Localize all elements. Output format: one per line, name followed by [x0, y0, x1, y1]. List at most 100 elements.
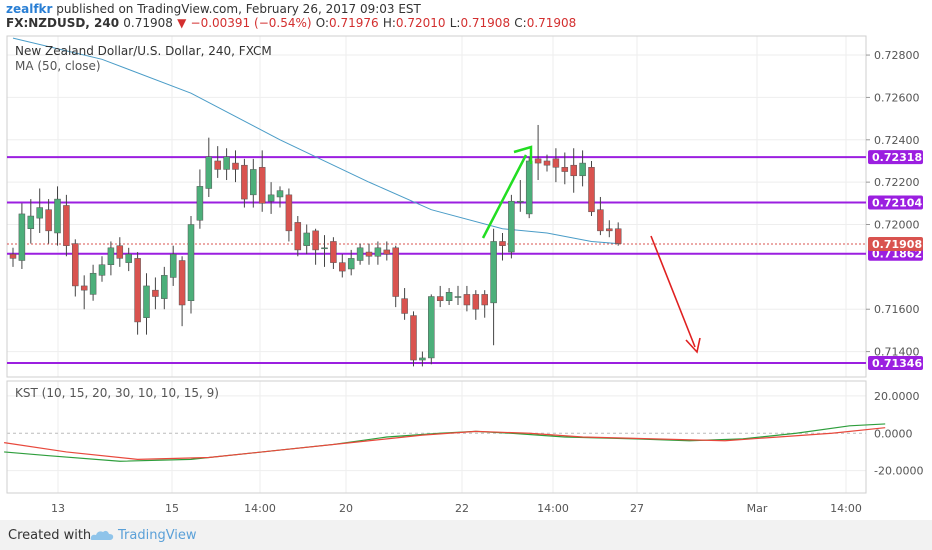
candle-body [481, 294, 488, 306]
candle-body [45, 209, 52, 232]
x-tick-label: 15 [165, 502, 179, 515]
candle-body [196, 186, 204, 221]
kst-y-tick-label: -20.0000 [874, 465, 923, 478]
candle-body [303, 232, 310, 246]
candle-body [597, 209, 604, 232]
candle-body [312, 230, 319, 251]
green-arrow-head [513, 145, 533, 164]
kst-pane-border [6, 380, 867, 494]
candle-body [552, 158, 560, 168]
x-tick-label: 14:00 [830, 502, 862, 515]
down-triangle-icon: ▼ [177, 16, 187, 30]
red-arrow-shaft [650, 235, 696, 348]
candle-body [454, 296, 462, 298]
candle-body [508, 200, 515, 253]
candle-body [125, 253, 132, 263]
footer: Created with TradingView [0, 520, 932, 550]
tradingview-brand[interactable]: TradingView [118, 528, 197, 543]
candle-body [321, 247, 328, 250]
kst-signal-line [4, 427, 886, 461]
candle-body [267, 194, 275, 202]
candle-body [214, 160, 221, 170]
candle-body [152, 289, 159, 297]
candle-body [463, 294, 471, 306]
price-change: −0.00391 (−0.54%) [190, 16, 312, 30]
author-link[interactable]: zealfkr [6, 2, 53, 16]
candle-body [606, 228, 613, 232]
candle-body [445, 292, 453, 302]
close-value: 0.71908 [526, 16, 577, 30]
candle-body [232, 162, 239, 170]
open-value: 0.71976 [329, 16, 379, 30]
candle-body [27, 215, 35, 229]
x-tick-label: 14:00 [537, 502, 569, 515]
main-pane-border [6, 35, 867, 378]
candle-body [169, 253, 177, 278]
candle-body [410, 315, 417, 361]
y-tick-label: 0.71400 [874, 346, 920, 359]
chart-header: zealfkr published on TradingView.com, Fe… [6, 2, 576, 30]
candle-body [54, 198, 61, 234]
candle-body [116, 245, 124, 259]
ma-layer [12, 37, 619, 245]
candle-body [588, 167, 595, 213]
x-tick-label: Mar [747, 502, 768, 515]
grid [7, 36, 866, 493]
high-value: 0.72010 [395, 16, 446, 30]
y-tick-label: 0.72000 [874, 219, 920, 232]
candle-body [347, 258, 355, 270]
level-price-label: 0.72104 [872, 196, 922, 209]
candle-body [339, 262, 346, 272]
candle-body [18, 213, 26, 261]
level-price-tag [868, 356, 923, 371]
symbol-label: FX:NZDUSD, 240 [6, 16, 120, 30]
candle-body [525, 160, 533, 215]
symbol-line: FX:NZDUSD, 240 0.71908 ▼ −0.00391 (−0.54… [6, 16, 576, 30]
candle-body [365, 251, 373, 257]
ma-line [12, 37, 619, 245]
candle-body [187, 224, 195, 302]
y-tick-label: 0.72200 [874, 176, 920, 189]
created-with-text: Created with [8, 528, 92, 543]
close-label: C: [514, 16, 527, 30]
candles [9, 124, 622, 367]
candle-body [561, 167, 569, 172]
red-arrow-head [685, 337, 701, 354]
candle-body [401, 298, 408, 314]
candle-body [330, 241, 337, 263]
level-price-tag [868, 195, 923, 210]
candle-body [134, 258, 141, 323]
last-price-tag [868, 236, 923, 251]
candle-body [419, 357, 426, 361]
candle-body [499, 241, 506, 246]
candle-body [107, 247, 115, 265]
y-tick-label: 0.72400 [874, 134, 920, 147]
open-label: O: [315, 16, 330, 30]
y-tick-label: 0.72800 [874, 49, 920, 62]
candle-body [72, 243, 79, 287]
candle-body [428, 296, 435, 359]
level-price-label: 0.71346 [872, 357, 922, 370]
x-tick-label: 14:00 [244, 502, 276, 515]
ma-legend: MA (50, close) [15, 59, 101, 73]
kst-line [4, 423, 886, 462]
kst-y-tick-label: 0.0000 [874, 427, 913, 440]
chart-title: New Zealand Dollar/U.S. Dollar, 240, FXC… [15, 44, 272, 58]
high-label: H: [382, 16, 396, 30]
candle-body [276, 190, 284, 198]
candle-body [383, 249, 391, 255]
candle-body [143, 285, 150, 318]
candle-body [543, 160, 551, 166]
candle-body [294, 222, 302, 251]
candle-body [80, 285, 88, 291]
candle-body [89, 272, 97, 295]
candle-body [472, 294, 480, 310]
candle-body [614, 228, 622, 244]
annotation-arrows [481, 145, 701, 354]
y-tick-label: 0.72600 [874, 91, 920, 104]
x-axis: 13 15 14:00 20 22 14:00 27 Mar 14:00 [51, 502, 862, 515]
publish-line: zealfkr published on TradingView.com, Fe… [6, 2, 576, 16]
candle-body [98, 264, 106, 276]
green-arrow-shaft [481, 154, 528, 239]
